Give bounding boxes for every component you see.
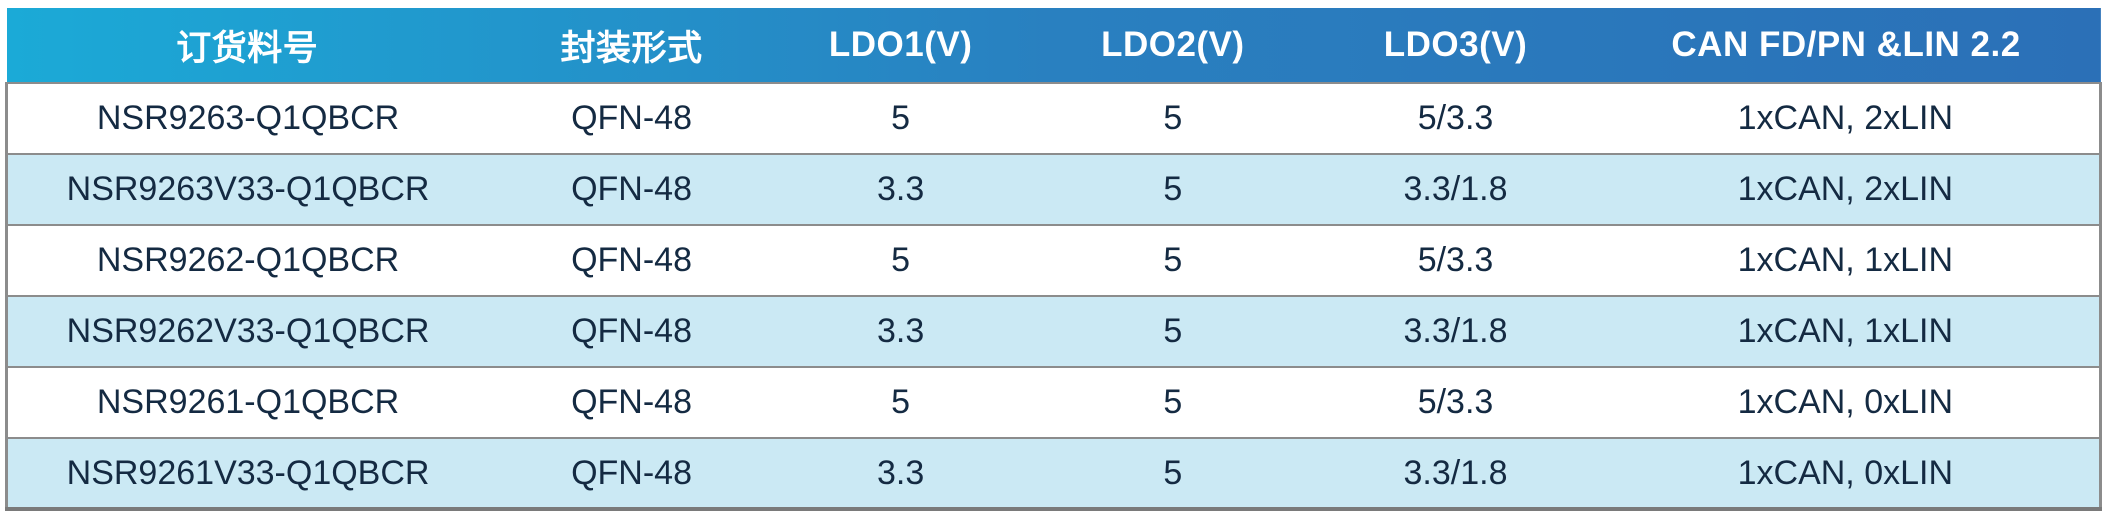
ordering-info-table-wrap: 订货料号 封装形式 LDO1(V) LDO2(V) LDO3(V) CAN FD… — [5, 8, 2102, 511]
table-header-row: 订货料号 封装形式 LDO1(V) LDO2(V) LDO3(V) CAN FD… — [6, 8, 2101, 83]
cell-ldo1: 3.3 — [774, 153, 1027, 225]
cell-can-lin: 1xCAN, 1xLIN — [1591, 224, 2102, 296]
cell-ldo2: 5 — [1026, 366, 1320, 438]
cell-can-lin: 1xCAN, 0xLIN — [1591, 437, 2102, 511]
cell-package: QFN-48 — [488, 153, 775, 225]
cell-package: QFN-48 — [488, 82, 775, 154]
table-row: NSR9261-Q1QBCR QFN-48 5 5 5/3.3 1xCAN, 0xLIN — [5, 366, 2102, 438]
cell-package: QFN-48 — [488, 224, 775, 296]
column-header-ldo1: LDO1(V) — [828, 25, 973, 64]
cell-ldo1: 5 — [774, 82, 1027, 154]
cell-part-number: NSR9263-Q1QBCR — [5, 82, 489, 154]
cell-package: QFN-48 — [488, 366, 775, 438]
cell-ldo3: 3.3/1.8 — [1319, 295, 1592, 367]
cell-can-lin: 1xCAN, 1xLIN — [1591, 295, 2102, 367]
cell-ldo2: 5 — [1026, 153, 1320, 225]
cell-ldo1: 5 — [774, 366, 1027, 438]
cell-ldo1: 5 — [774, 224, 1027, 296]
table-body: NSR9263-Q1QBCR QFN-48 5 5 5/3.3 1xCAN, 2xLIN N… — [5, 82, 2102, 511]
table-row: NSR9263-Q1QBCR QFN-48 5 5 5/3.3 1xCAN, 2xLIN — [5, 82, 2102, 154]
cell-part-number: NSR9262V33-Q1QBCR — [5, 295, 489, 367]
ordering-info-table: 订货料号 封装形式 LDO1(V) LDO2(V) LDO3(V) CAN FD… — [5, 8, 2102, 511]
table-header: 订货料号 封装形式 LDO1(V) LDO2(V) LDO3(V) CAN FD… — [6, 8, 2101, 83]
cell-ldo2: 5 — [1026, 224, 1320, 296]
column-header-ldo3: LDO3(V) — [1383, 25, 1528, 64]
cell-part-number: NSR9262-Q1QBCR — [5, 224, 489, 296]
column-header-part-number: 订货料号 — [176, 28, 319, 68]
column-header-package: 封装形式 — [560, 28, 703, 68]
table-row: NSR9261V33-Q1QBCR QFN-48 3.3 5 3.3/1.8 1xCAN,… — [5, 437, 2102, 511]
table-row: NSR9263V33-Q1QBCR QFN-48 3.3 5 3.3/1.8 1xCAN,… — [5, 153, 2102, 225]
cell-ldo3: 3.3/1.8 — [1319, 437, 1592, 511]
table-row: NSR9262V33-Q1QBCR QFN-48 3.3 5 3.3/1.8 1xCAN,… — [5, 295, 2102, 367]
column-header-ldo2: LDO2(V) — [1101, 25, 1245, 64]
cell-package: QFN-48 — [488, 437, 775, 511]
cell-package: QFN-48 — [488, 295, 775, 367]
cell-ldo3: 5/3.3 — [1319, 224, 1592, 296]
cell-ldo2: 5 — [1026, 437, 1320, 511]
cell-can-lin: 1xCAN, 2xLIN — [1591, 82, 2102, 154]
cell-ldo3: 5/3.3 — [1319, 82, 1592, 154]
cell-ldo1: 3.3 — [774, 437, 1027, 511]
table-row: NSR9262-Q1QBCR QFN-48 5 5 5/3.3 1xCAN, 1xLIN — [5, 224, 2102, 296]
cell-part-number: NSR9261-Q1QBCR — [5, 366, 489, 438]
cell-ldo3: 3.3/1.8 — [1319, 153, 1592, 225]
cell-part-number: NSR9263V33-Q1QBCR — [5, 153, 489, 225]
cell-ldo3: 5/3.3 — [1319, 366, 1592, 438]
cell-ldo1: 3.3 — [774, 295, 1027, 367]
column-header-can-lin: CAN FD/PN &LIN 2.2 — [1671, 25, 2021, 64]
cell-can-lin: 1xCAN, 2xLIN — [1591, 153, 2102, 225]
cell-part-number: NSR9261V33-Q1QBCR — [5, 437, 489, 511]
cell-ldo2: 5 — [1026, 295, 1320, 367]
cell-can-lin: 1xCAN, 0xLIN — [1591, 366, 2102, 438]
cell-ldo2: 5 — [1026, 82, 1320, 154]
